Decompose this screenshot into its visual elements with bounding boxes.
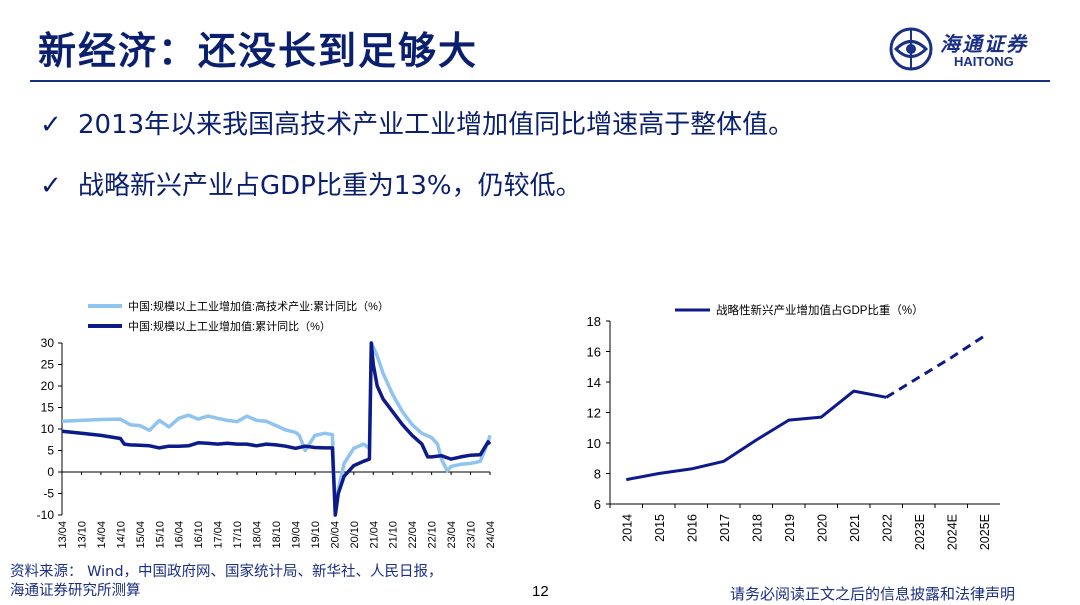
logo-chinese-name: 海通证券 xyxy=(940,32,1028,56)
x-tick-label: 2021 xyxy=(848,514,862,542)
x-tick-label: 19/10 xyxy=(310,521,322,549)
x-tick-label: 2018 xyxy=(750,514,764,542)
source-line: 资料来源： Wind，中国政府网、国家统计局、新华社、人民日报， xyxy=(10,564,443,580)
bullet-item: ✓ 战略新兴产业占GDP比重为13%，仍较低。 xyxy=(40,165,582,202)
source-line: 海通证券研究所测算 xyxy=(10,583,141,599)
company-logo: 海通证券 HAITONG xyxy=(888,24,1058,74)
x-tick-label: 24/04 xyxy=(485,521,497,549)
x-tick-label: 18/04 xyxy=(252,521,264,549)
page-title: 新经济：还没长到足够大 xyxy=(38,29,479,73)
y-tick-label: 14 xyxy=(587,375,601,390)
y-tick-label: 30 xyxy=(41,336,55,350)
x-tick-label: 14/10 xyxy=(115,521,127,549)
strategic-industry-share-chart: 战略性新兴产业增加值占GDP比重（%） 18 16 14 12 10 8 6 2014 2015… xyxy=(587,303,1000,550)
x-tick-label: 23/10 xyxy=(466,521,478,549)
series-line xyxy=(61,341,492,517)
y-tick-label: -5 xyxy=(43,487,54,501)
y-tick-label: 5 xyxy=(47,444,54,458)
x-tick-label: 17/04 xyxy=(213,521,225,549)
logo-english-name: HAITONG xyxy=(954,54,1014,69)
x-tick-label: 2025E xyxy=(978,514,992,550)
x-tick-label: 23/04 xyxy=(446,521,458,549)
chart-series xyxy=(61,341,492,517)
y-tick-label: -10 xyxy=(37,508,55,522)
series-line-actual xyxy=(626,389,887,482)
y-tick-label: 20 xyxy=(41,379,55,393)
x-tick-label: 21/04 xyxy=(368,521,380,549)
y-tick-label: 18 xyxy=(587,314,601,329)
y-tick-label: 15 xyxy=(41,401,55,415)
source-note: 资料来源： Wind，中国政府网、国家统计局、新华社、人民日报， 海通证券研究所… xyxy=(10,563,443,601)
chart-axes: 18 16 14 12 10 8 6 2014 2015 2016 2017 2018 2019 2020… xyxy=(587,314,1000,550)
x-tick-label: 2023E xyxy=(913,514,927,550)
x-tick-label: 2017 xyxy=(718,514,732,542)
x-tick-label: 2019 xyxy=(783,514,797,542)
title-divider xyxy=(30,80,1050,82)
x-tick-label: 14/04 xyxy=(96,521,108,549)
series-line-forecast xyxy=(885,335,985,399)
x-tick-label: 13/10 xyxy=(76,521,88,549)
y-tick-label: 12 xyxy=(587,406,601,421)
chart-legend: 中国:规模以上工业增加值:高技术产业:累计同比（%） 中国:规模以上工业增加值:累… xyxy=(88,299,389,333)
y-tick-label: 8 xyxy=(594,467,601,482)
x-tick-label: 20/10 xyxy=(349,521,361,549)
x-tick-label: 13/04 xyxy=(57,521,69,549)
x-tick-label: 22/10 xyxy=(427,521,439,549)
chart-legend: 战略性新兴产业增加值占GDP比重（%） xyxy=(675,303,924,317)
industrial-growth-chart: 中国:规模以上工业增加值:高技术产业:累计同比（%） 中国:规模以上工业增加值:累… xyxy=(37,299,497,549)
bullet-text: 战略新兴产业占GDP比重为13%，仍较低。 xyxy=(78,171,582,201)
bullet-item: ✓ 2013年以来我国高技术产业工业增加值同比增速高于整体值。 xyxy=(40,104,794,141)
legend-label: 战略性新兴产业增加值占GDP比重（%） xyxy=(716,303,924,317)
x-tick-label: 15/10 xyxy=(154,521,166,549)
x-tick-label: 19/04 xyxy=(290,521,302,549)
check-icon: ✓ xyxy=(40,110,62,140)
x-tick-label: 21/10 xyxy=(388,521,400,549)
y-tick-label: 0 xyxy=(47,465,54,479)
disclaimer-text: 请务必阅读正文之后的信息披露和法律声明 xyxy=(730,585,1016,603)
x-tick-label: 16/10 xyxy=(193,521,205,549)
x-tick-label: 2020 xyxy=(815,514,829,542)
check-icon: ✓ xyxy=(40,171,62,201)
x-tick-label: 2022 xyxy=(880,514,894,542)
y-tick-label: 6 xyxy=(594,497,601,512)
chart-series xyxy=(626,335,985,482)
x-tick-label: 18/10 xyxy=(271,521,283,549)
x-tick-label: 2014 xyxy=(620,514,634,542)
x-tick-label: 2024E xyxy=(945,514,959,550)
x-tick-label: 16/04 xyxy=(174,521,186,549)
y-tick-label: 16 xyxy=(587,345,601,360)
legend-label: 中国:规模以上工业增加值:高技术产业:累计同比（%） xyxy=(128,299,389,313)
bullet-text: 2013年以来我国高技术产业工业增加值同比增速高于整体值。 xyxy=(78,110,795,140)
y-tick-label: 10 xyxy=(587,436,601,451)
haitong-emblem-icon xyxy=(889,27,933,71)
x-tick-label: 22/04 xyxy=(407,521,419,549)
x-tick-label: 17/10 xyxy=(232,521,244,549)
legend-label: 中国:规模以上工业增加值:累计同比（%） xyxy=(128,319,331,333)
x-tick-label: 20/04 xyxy=(329,521,341,549)
x-tick-label: 2015 xyxy=(653,514,667,542)
series-line xyxy=(61,341,492,517)
y-tick-label: 25 xyxy=(41,358,55,372)
x-tick-label: 15/04 xyxy=(135,521,147,549)
y-tick-label: 10 xyxy=(41,422,55,436)
page-number: 12 xyxy=(532,583,549,600)
x-tick-label: 2016 xyxy=(685,514,699,542)
